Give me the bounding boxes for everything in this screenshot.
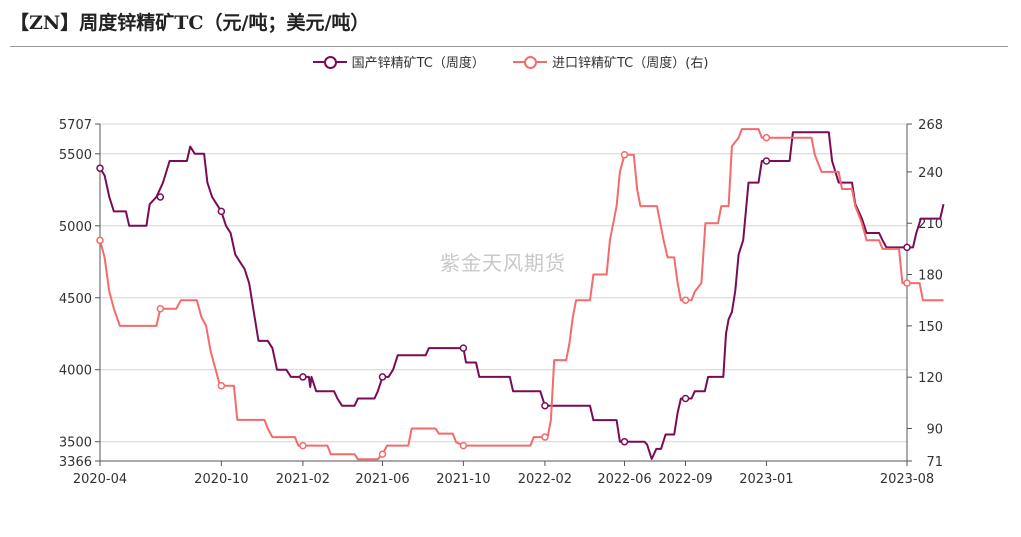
import-tc-point — [762, 133, 771, 142]
x-tick-label: 2022-09 — [658, 472, 712, 487]
y-right-tick-label: 90 — [926, 422, 943, 437]
import-tc-point — [217, 381, 226, 390]
legend-item-domestic[interactable]: 国产锌精矿TC（周度） — [312, 52, 485, 71]
legend-item-import[interactable]: 进口锌精矿TC（周度）(右) — [513, 52, 708, 71]
x-tick-label: 2021-06 — [355, 472, 409, 487]
import-tc-point — [156, 305, 165, 313]
y-right-tick-label: 180 — [918, 269, 943, 284]
import-tc-point — [681, 296, 690, 304]
y-right-tick-label: 120 — [918, 371, 943, 386]
y-left-tick-label: 4000 — [59, 364, 92, 379]
import-tc-point — [620, 151, 629, 159]
y-left-tick-label: 4500 — [59, 292, 92, 307]
domestic-tc-point — [156, 193, 165, 201]
domestic-tc-point — [459, 344, 468, 352]
legend-label-import: 进口锌精矿TC（周度）(右) — [552, 56, 709, 71]
x-tick-label: 2021-10 — [436, 472, 490, 487]
domestic-tc-point — [681, 394, 690, 403]
x-tick-label: 2020-04 — [73, 472, 127, 487]
chart-legend: 国产锌精矿TC（周度） 进口锌精矿TC（周度）(右) — [0, 52, 1021, 73]
chart-title: 【ZN】周度锌精矿TC（元/吨；美元/吨） — [10, 12, 370, 34]
domestic-tc-point — [762, 157, 771, 165]
y-left-tick-label: 5707 — [59, 118, 92, 133]
x-tick-label: 2023-08 — [880, 472, 934, 487]
import-tc-point — [96, 236, 104, 245]
title-divider — [10, 46, 1008, 47]
y-left-tick-label: 3366 — [59, 455, 92, 470]
legend-label-domestic: 国产锌精矿TC（周度） — [351, 56, 485, 71]
import-tc-point — [459, 441, 468, 450]
domestic-tc-point — [903, 243, 911, 252]
import-tc-point — [299, 441, 307, 450]
legend-marker-import — [513, 55, 547, 69]
domestic-tc-point — [96, 164, 104, 172]
watermark-text: 紫金天风期货 — [440, 251, 566, 275]
domestic-tc-point — [217, 207, 226, 216]
domestic-tc-point — [620, 437, 629, 446]
import-tc-point — [541, 433, 549, 441]
y-right-tick-label: 268 — [918, 118, 943, 133]
import-tc-series-line — [99, 128, 944, 461]
y-right-tick-label: 71 — [926, 455, 943, 470]
y-left-tick-label: 5500 — [59, 148, 92, 163]
legend-marker-domestic — [312, 55, 347, 69]
domestic-tc-series-line — [99, 131, 945, 460]
x-tick-label: 2020-10 — [194, 472, 248, 487]
x-tick-label: 2022-06 — [597, 472, 651, 487]
domestic-tc-point — [299, 373, 307, 381]
domestic-tc-point — [378, 373, 387, 381]
x-tick-label: 2022-02 — [518, 472, 572, 487]
import-tc-point — [903, 279, 911, 287]
y-left-tick-label: 5000 — [59, 220, 92, 235]
y-right-tick-label: 210 — [918, 217, 943, 232]
x-tick-label: 2023-01 — [739, 472, 793, 487]
domestic-tc-point — [541, 401, 549, 410]
import-tc-point — [378, 450, 387, 458]
x-tick-label: 2021-02 — [276, 472, 330, 487]
y-right-tick-label: 240 — [918, 166, 943, 181]
y-left-tick-label: 3500 — [59, 436, 92, 451]
y-right-tick-label: 150 — [918, 320, 943, 335]
